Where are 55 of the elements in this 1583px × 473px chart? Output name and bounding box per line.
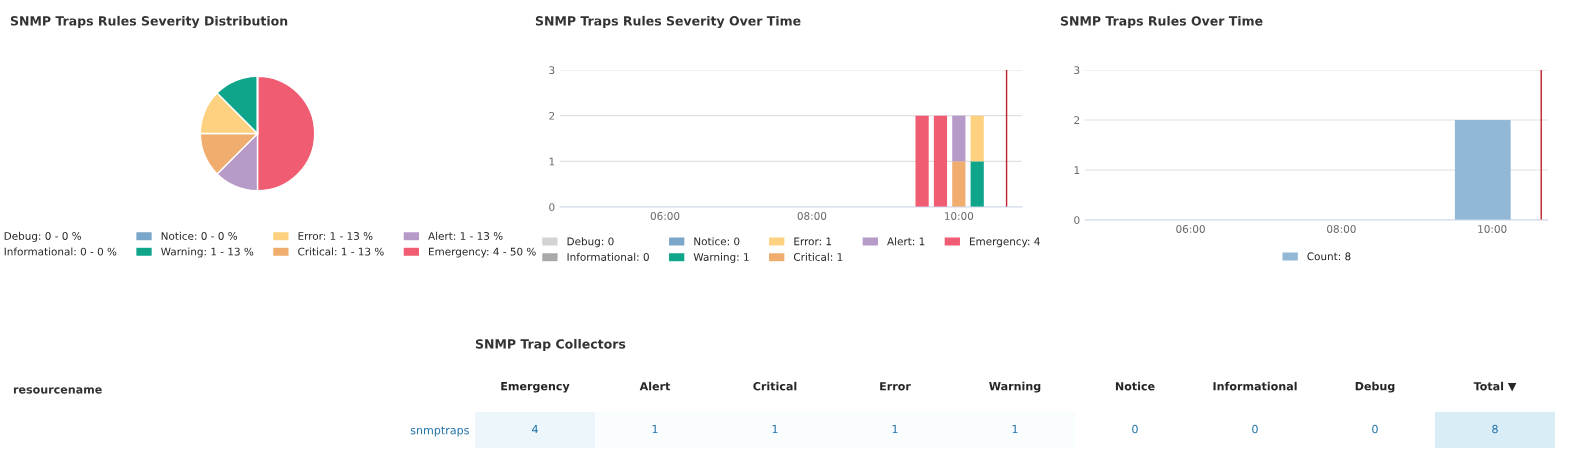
legend-label: Notice: 0 (694, 237, 740, 246)
x-tick-label: Emergency (501, 382, 570, 393)
data-label: 0 (1252, 424, 1258, 434)
y-tick-label: snmptraps (410, 426, 469, 437)
chart-title: SNMP Traps Rules Over Time (1060, 15, 1263, 29)
legend-label: Error: 1 (794, 237, 832, 246)
legend-label: Notice: 0 - 0 % (161, 231, 238, 240)
legend-label: Emergency: 4 (970, 237, 1040, 248)
legend-label: Alert: 1 - 13 % (428, 231, 503, 240)
y-tick-label: 1 (549, 157, 555, 166)
x-tick-label: 10:00 (1478, 225, 1507, 233)
x-tick-label: Debug (1355, 381, 1395, 393)
data-label: 0 (1372, 424, 1378, 434)
x-tick-label: 06:00 (650, 212, 680, 220)
legend-label: Debug: 0 (567, 237, 614, 248)
category-label: Informational: 0 - 0 % (4, 247, 117, 256)
y-tick-label: 2 (1074, 116, 1080, 124)
data-label: 1 (892, 424, 898, 434)
data-label: 0 (1132, 424, 1138, 434)
data-label: 4 (532, 424, 538, 434)
y-axis-title: resourcename (13, 387, 102, 394)
chart-title: SNMP Traps Rules Severity Over Time (535, 15, 801, 29)
legend-label: Warning: 1 - 13 % (161, 247, 254, 258)
x-tick-label: Warning (989, 381, 1041, 393)
data-label: 8 (1492, 424, 1498, 434)
legend-label: Critical: 1 (793, 252, 843, 261)
y-tick-label: 3 (549, 66, 555, 75)
legend-label: Critical: 1 - 13 % (298, 247, 384, 256)
chart-title: SNMP Traps Rules Severity Distribution (10, 15, 288, 29)
x-tick-label: 06:00 (1176, 225, 1205, 233)
chart-title: SNMP Trap Collectors (475, 338, 626, 352)
y-tick-label: 0 (549, 203, 555, 212)
y-tick-label: 3 (1074, 66, 1080, 75)
legend-label: Emergency: 4 - 50 % (429, 247, 536, 258)
legend-label: Warning: 1 (693, 252, 749, 263)
legend-label: Error: 1 - 13 % (298, 232, 373, 240)
data-label: 1 (652, 424, 658, 434)
y-tick-label: 1 (1074, 166, 1080, 174)
x-tick-label: Critical (753, 381, 797, 391)
x-tick-label: Error (880, 382, 911, 391)
x-tick-label: Notice (1115, 381, 1155, 391)
x-tick-label: 10:00 (944, 212, 974, 220)
legend-label: Informational: 0 (567, 252, 649, 261)
y-tick-label: 2 (549, 111, 555, 120)
x-tick-label: 08:00 (797, 212, 827, 220)
category-label: Debug: 0 - 0 % (4, 231, 82, 242)
data-label: 1 (1012, 424, 1018, 434)
y-tick-label: 0 (1074, 216, 1080, 225)
x-tick-label: 08:00 (1327, 225, 1356, 233)
data-label: 1 (772, 424, 778, 434)
x-tick-label: Total ▼ (1473, 381, 1517, 392)
x-tick-label: Informational (1213, 381, 1297, 391)
legend-label: Count: 8 (1307, 252, 1351, 261)
legend-label: Alert: 1 (887, 237, 925, 246)
x-tick-label: Alert (639, 381, 671, 391)
